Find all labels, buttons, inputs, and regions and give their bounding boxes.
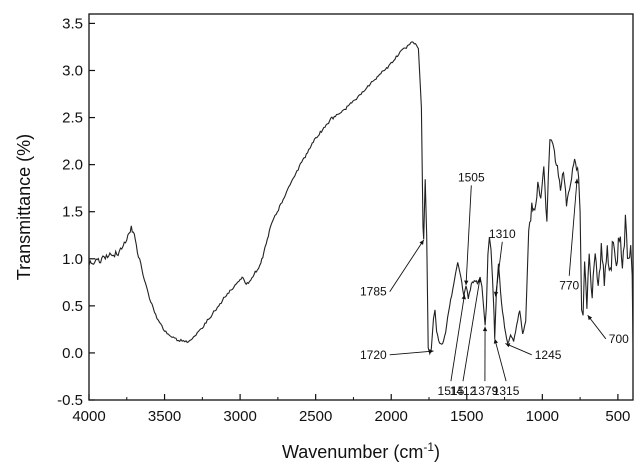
- annotation-label: 1315: [493, 384, 520, 398]
- annotation-label: 1412: [450, 384, 477, 398]
- y-tick-label: 3.5: [62, 15, 83, 32]
- annotation-arrowhead: [419, 239, 424, 245]
- annotation-label: 700: [609, 332, 629, 346]
- annotation-label: 1310: [489, 227, 516, 241]
- annotation-arrowhead: [428, 349, 434, 354]
- y-tick-label: 1.0: [62, 251, 83, 268]
- annotation-leader-line: [465, 185, 472, 286]
- y-tick-label: 0.5: [62, 298, 83, 315]
- annotation-label: 1505: [458, 170, 485, 184]
- y-tick-label: -0.5: [57, 392, 83, 409]
- y-tick-label: 2.5: [62, 110, 83, 127]
- x-axis-title-text: Wavenumber (cm: [282, 442, 423, 462]
- x-tick-label: 3000: [223, 408, 256, 425]
- x-axis-title-suffix: ): [434, 442, 440, 462]
- annotation-leader-line: [389, 239, 425, 292]
- annotation-label: 1245: [535, 348, 562, 362]
- annotation-label: 770: [559, 279, 579, 293]
- annotation-arrowhead: [493, 291, 499, 297]
- x-tick-label: 4000: [72, 408, 105, 425]
- x-tick-label: 3500: [148, 408, 181, 425]
- spectrum-line: [88, 41, 634, 356]
- annotation-leader-line: [389, 350, 434, 356]
- annotation-leader-line: [568, 178, 578, 276]
- annotation-arrowhead: [505, 343, 511, 348]
- x-axis-title-superscript: -1: [423, 440, 434, 454]
- x-tick-label: 2500: [299, 408, 332, 425]
- y-tick-label: 1.5: [62, 204, 83, 221]
- annotation-label: 1515: [438, 384, 465, 398]
- annotation-leader-line: [462, 277, 481, 382]
- annotation-label: 1379: [472, 384, 499, 398]
- annotation-leader-line: [495, 241, 503, 297]
- annotation-arrowhead: [574, 178, 579, 184]
- y-tick-label: 3.0: [62, 62, 83, 79]
- annotation-label: 1720: [360, 348, 387, 362]
- y-axis-ticks: -0.5 0.0 0.5 1.0 1.5 2.0 2.5 3.0 3.5: [57, 15, 95, 409]
- x-axis-ticks: 4000 3500 3000 2500 2000 1500 1000 500: [72, 394, 630, 425]
- plot-frame: [88, 13, 634, 401]
- x-tick-label: 1000: [526, 408, 559, 425]
- y-tick-label: 2.0: [62, 157, 83, 174]
- plot-area: [88, 41, 634, 356]
- annotation-arrowhead: [464, 280, 469, 286]
- annotation-leader-line: [505, 343, 532, 356]
- annotation-leader-line: [494, 338, 507, 382]
- x-tick-label: 2000: [375, 408, 408, 425]
- x-tick-label: 500: [605, 408, 630, 425]
- annotation-label: 1785: [360, 285, 387, 299]
- annotation-arrowhead: [477, 277, 482, 283]
- annotation-arrowhead: [482, 326, 488, 332]
- y-axis-title: Transmittance (%): [14, 134, 34, 280]
- annotation-leader-line: [450, 294, 465, 382]
- annotation-leader-line: [587, 314, 607, 340]
- x-axis-title: Wavenumber (cm-1): [282, 440, 440, 462]
- annotation-arrowhead: [493, 338, 498, 344]
- x-tick-label: 1500: [450, 408, 483, 425]
- annotation-arrowhead: [587, 315, 593, 321]
- y-tick-label: 0.0: [62, 345, 83, 362]
- annotation-arrowhead: [461, 294, 466, 300]
